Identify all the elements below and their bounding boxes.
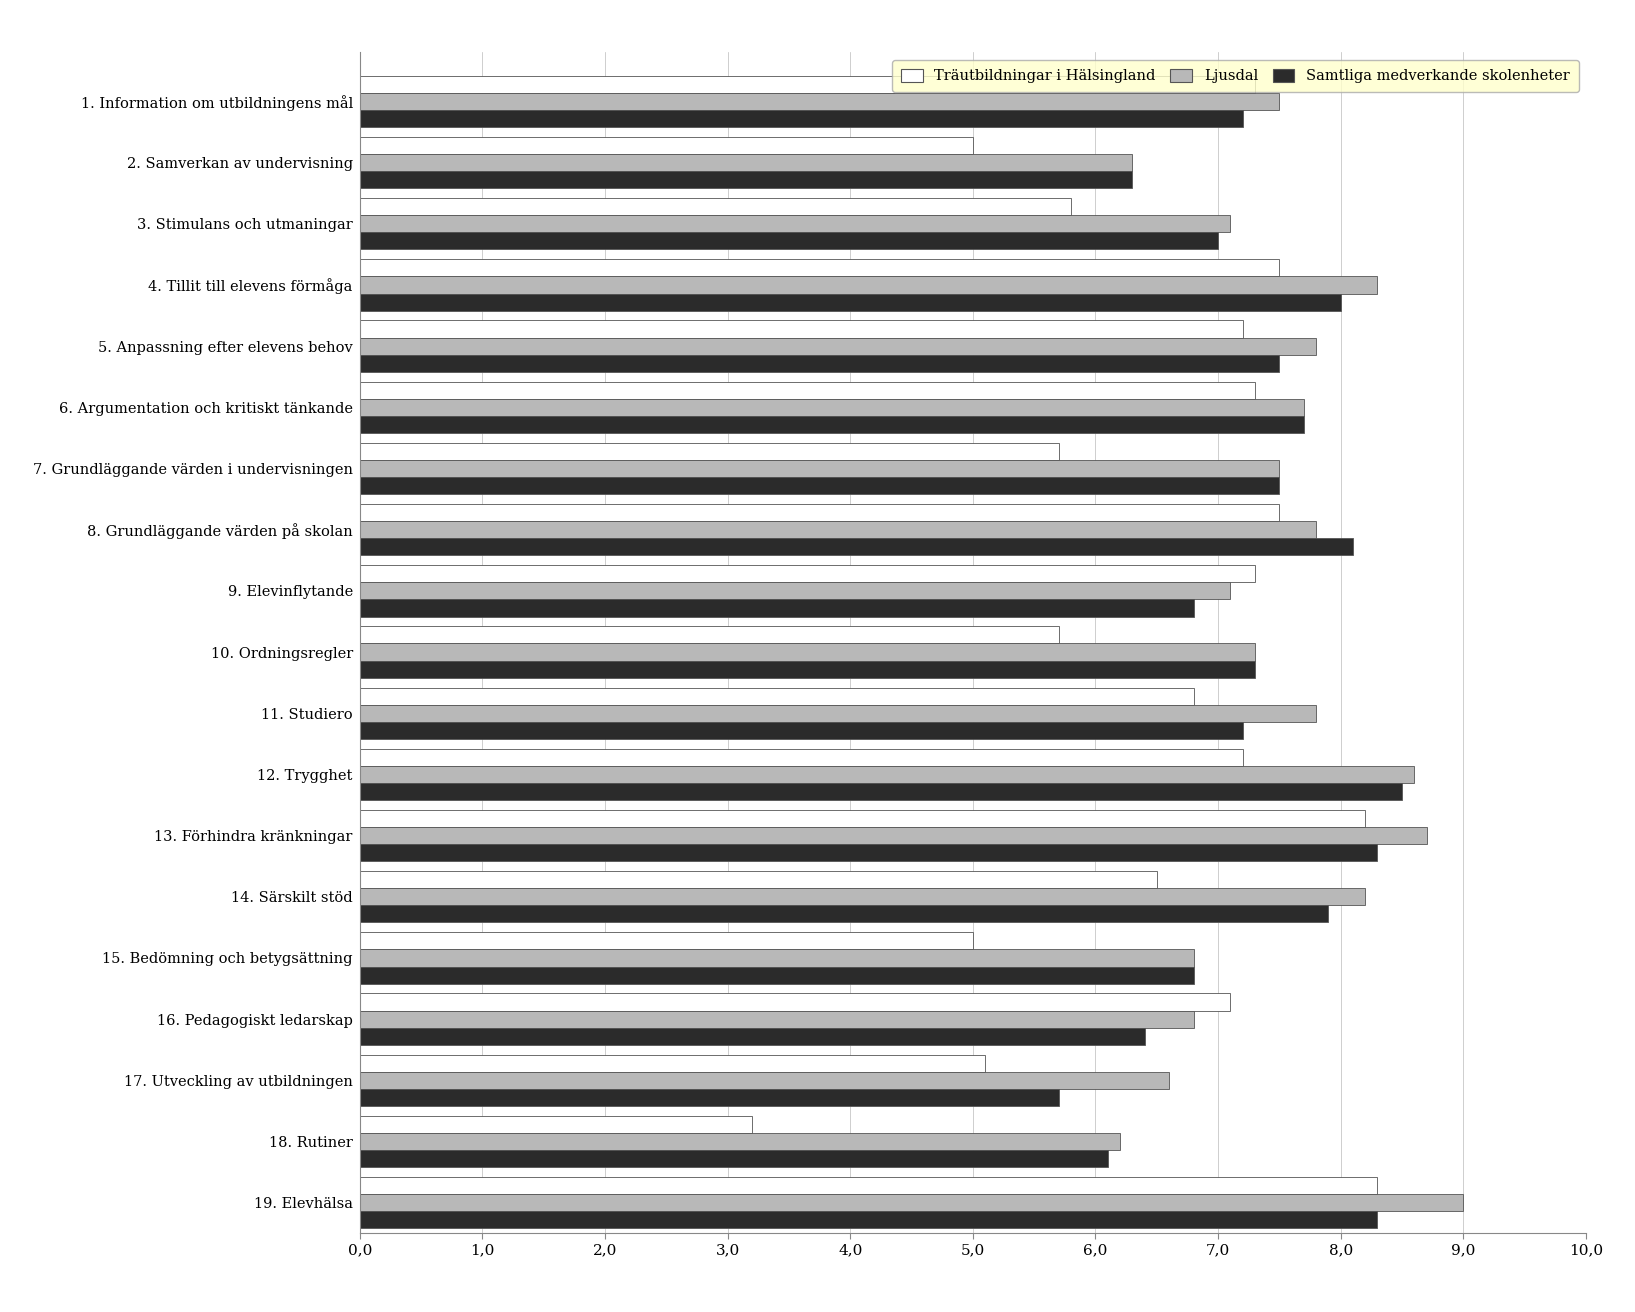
Bar [360, 1055, 984, 1072]
Bar [360, 232, 1218, 249]
Bar [360, 110, 1243, 127]
Bar [360, 626, 1059, 643]
Bar [360, 1177, 1378, 1194]
Legend: Träutbildningar i Hälsingland, Ljusdal, Samtliga medverkande skolenheter: Träutbildningar i Hälsingland, Ljusdal, … [893, 60, 1579, 92]
Bar [360, 565, 1256, 583]
Bar [360, 1134, 1120, 1151]
Bar [360, 198, 1071, 215]
Bar [360, 171, 1133, 189]
Bar [360, 967, 1194, 984]
Bar [360, 810, 1365, 827]
Bar [360, 888, 1365, 905]
Bar [360, 766, 1414, 783]
Bar [360, 521, 1316, 538]
Bar [360, 1089, 1059, 1106]
Bar [360, 687, 1194, 705]
Bar [360, 1211, 1378, 1228]
Bar [360, 1194, 1463, 1211]
Bar [360, 993, 1231, 1010]
Bar [360, 382, 1256, 399]
Bar [360, 76, 1256, 93]
Bar [360, 1027, 1144, 1044]
Bar [360, 1115, 752, 1134]
Bar [360, 504, 1280, 521]
Bar [360, 260, 1280, 277]
Bar [360, 354, 1280, 371]
Bar [360, 136, 973, 154]
Bar [360, 1010, 1194, 1027]
Bar [360, 705, 1316, 722]
Bar [360, 749, 1243, 766]
Bar [360, 277, 1378, 294]
Bar [360, 399, 1305, 416]
Bar [360, 600, 1194, 617]
Bar [360, 294, 1341, 311]
Bar [360, 950, 1194, 967]
Bar [360, 905, 1329, 922]
Bar [360, 871, 1158, 888]
Bar [360, 538, 1354, 555]
Bar [360, 93, 1280, 110]
Bar [360, 215, 1231, 232]
Bar [360, 416, 1305, 433]
Bar [360, 337, 1316, 354]
Bar [360, 154, 1133, 171]
Bar [360, 827, 1426, 844]
Bar [360, 320, 1243, 337]
Bar [360, 1072, 1169, 1089]
Bar [360, 1151, 1109, 1168]
Bar [360, 783, 1403, 800]
Bar [360, 643, 1256, 661]
Bar [360, 443, 1059, 461]
Bar [360, 478, 1280, 495]
Bar [360, 722, 1243, 739]
Bar [360, 583, 1231, 600]
Bar [360, 933, 973, 950]
Bar [360, 661, 1256, 678]
Bar [360, 461, 1280, 478]
Bar [360, 844, 1378, 861]
